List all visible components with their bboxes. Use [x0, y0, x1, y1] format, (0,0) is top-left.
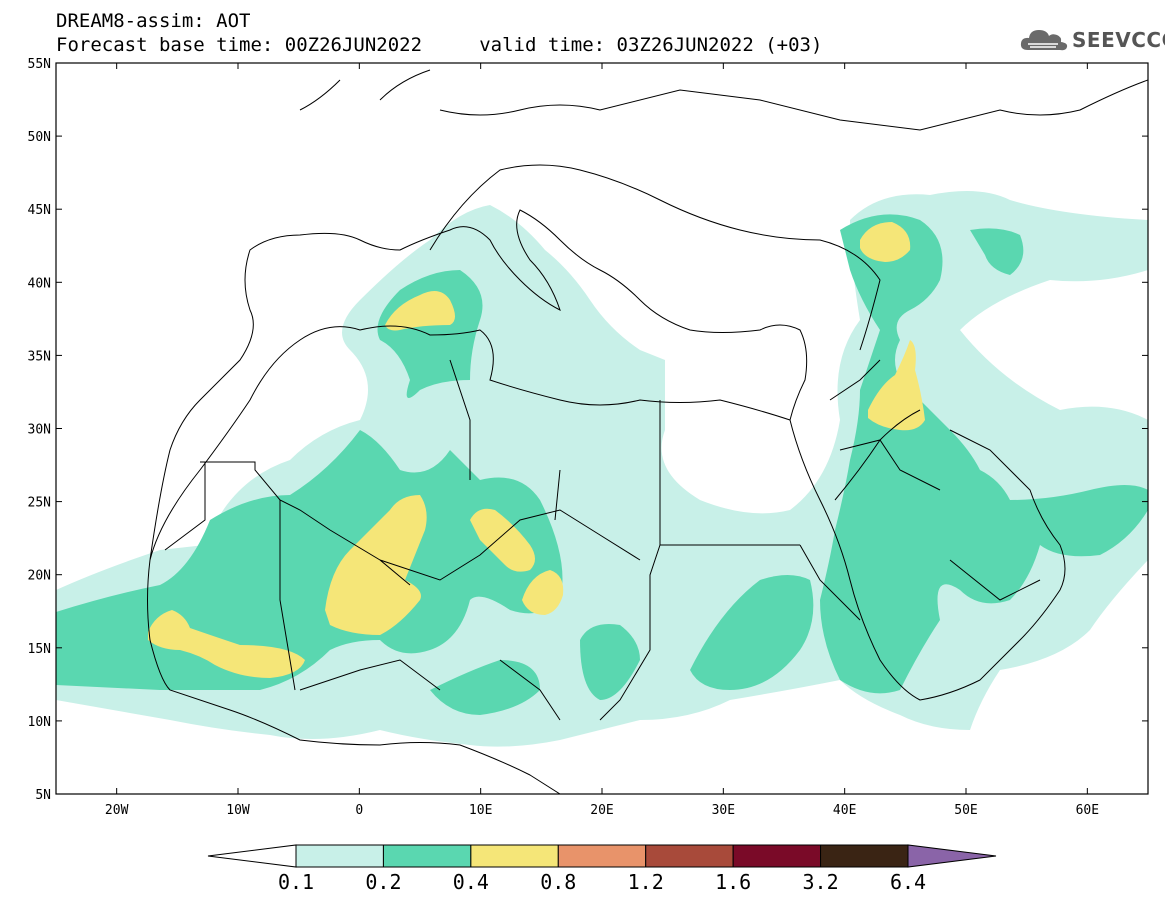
map-axes: 5N 10N 15N 20N 25N 30N 35N 40N 45N 50N 55N 20W 10W 0 1… — [28, 57, 1148, 818]
colorbar-swatch — [382, 844, 472, 868]
lat-label: 30N — [28, 423, 51, 438]
lat-label: 35N — [28, 349, 51, 364]
lat-label: 40N — [28, 276, 51, 291]
colorbar-swatch — [557, 844, 647, 868]
coastlines-borders — [147, 69, 1148, 794]
lon-label: 40E — [833, 803, 856, 818]
colorbar-swatch — [820, 844, 909, 868]
colorbar-swatch — [470, 844, 559, 868]
colorbar-over-arrow — [907, 844, 997, 868]
colorbar-label: 0.2 — [365, 870, 401, 894]
lat-label: 20N — [28, 569, 51, 584]
colorbar-label: 0.8 — [540, 870, 576, 894]
colorbar-label: 0.1 — [278, 870, 314, 894]
aot-level-0.4 — [148, 222, 925, 678]
lon-label: 30E — [712, 803, 735, 818]
map-title: DREAM8-assim: AOT — [56, 10, 251, 32]
lat-label: 10N — [28, 715, 51, 730]
colorbar-swatch — [732, 844, 822, 868]
seevccc-logo: SEEVCCC — [1018, 24, 1165, 56]
colorbar-swatch — [645, 844, 734, 868]
lon-label: 60E — [1076, 803, 1099, 818]
forecast-time-line: Forecast base time: 00Z26JUN2022 valid t… — [56, 34, 823, 56]
colorbar-label: 3.2 — [803, 870, 839, 894]
lat-label: 45N — [28, 203, 51, 218]
cloud-icon — [1020, 30, 1068, 51]
lon-label: 20W — [105, 803, 129, 818]
lon-label: 10W — [226, 803, 250, 818]
lat-label: 55N — [28, 57, 51, 72]
colorbar-label: 1.6 — [715, 870, 751, 894]
colorbar: 0.1 0.2 0.4 0.8 1.2 1.6 3.2 6.4 — [207, 844, 997, 894]
lon-label: 0 — [355, 803, 363, 818]
lat-label: 15N — [28, 642, 51, 657]
lon-label: 10E — [469, 803, 492, 818]
colorbar-under-arrow — [207, 844, 297, 868]
colorbar-label: 6.4 — [890, 870, 926, 894]
colorbar-swatch — [295, 844, 384, 868]
lon-label: 20E — [590, 803, 613, 818]
lat-label: 25N — [28, 496, 51, 511]
lat-label: 5N — [35, 788, 51, 803]
lon-label: 50E — [954, 803, 977, 818]
colorbar-label: 1.2 — [628, 870, 664, 894]
logo-text: SEEVCCC — [1072, 28, 1165, 52]
colorbar-label: 0.4 — [453, 870, 489, 894]
lat-label: 50N — [28, 130, 51, 145]
